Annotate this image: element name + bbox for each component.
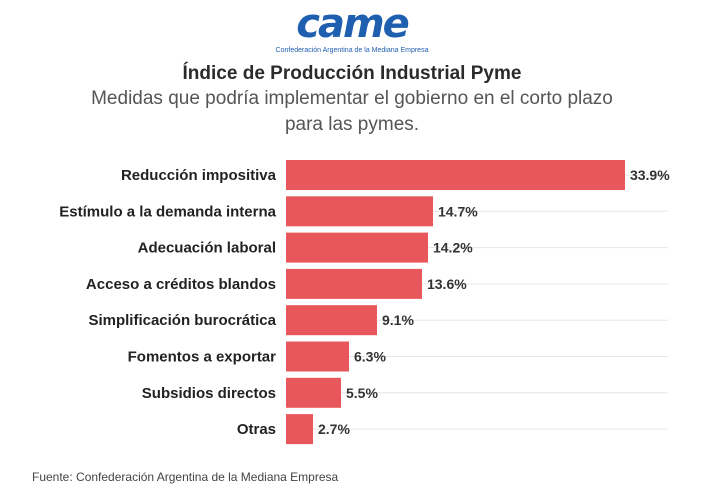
value-label: 9.1%	[382, 312, 414, 328]
logo-subtitle: Confederación Argentina de la Mediana Em…	[275, 47, 429, 54]
value-label: 6.3%	[354, 349, 386, 365]
page-title: Índice de Producción Industrial Pyme	[182, 63, 522, 84]
bar	[286, 414, 313, 445]
category-label: Otras	[237, 421, 276, 438]
value-label: 33.9%	[630, 167, 670, 183]
source-note: Fuente: Confederación Argentina de la Me…	[32, 470, 339, 484]
category-label: Subsidios directos	[142, 385, 276, 402]
value-label: 2.7%	[318, 421, 350, 437]
bar	[286, 341, 349, 372]
value-label: 5.5%	[346, 385, 378, 401]
page-subtitle: Medidas que podría implementar el gobier…	[91, 88, 613, 135]
category-label: Fomentos a exportar	[128, 349, 277, 366]
bar-chart: Reducción impositiva 33.9% Estímulo a la d…	[59, 160, 670, 445]
bar	[286, 305, 377, 336]
bar	[286, 268, 422, 299]
category-label: Adecuación laboral	[138, 240, 276, 257]
category-label: Simplificación burocrática	[88, 312, 276, 329]
bar	[286, 377, 341, 408]
bar	[286, 232, 428, 263]
category-label: Estímulo a la demanda interna	[59, 203, 276, 220]
bar	[286, 160, 625, 190]
value-label: 14.2%	[433, 240, 473, 256]
came-logo: came Confederación Argentina de la Media…	[0, 2, 704, 58]
category-label: Acceso a créditos blandos	[86, 276, 276, 293]
value-label: 13.6%	[427, 276, 467, 292]
category-label: Reducción impositiva	[121, 167, 277, 184]
value-label: 14.7%	[438, 203, 478, 219]
logo-wordmark: came	[296, 1, 410, 47]
bar	[286, 196, 433, 227]
